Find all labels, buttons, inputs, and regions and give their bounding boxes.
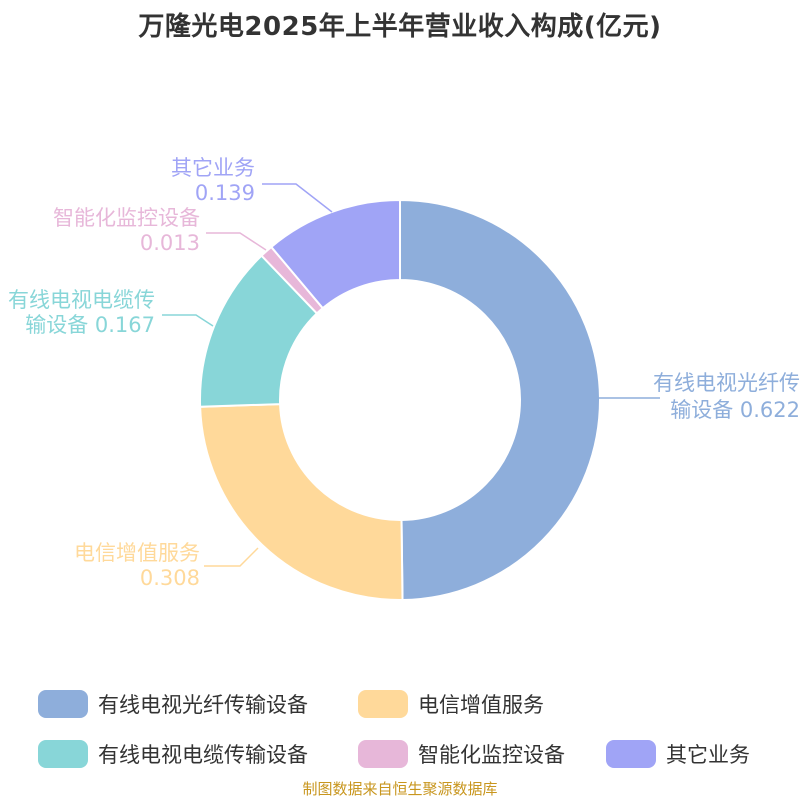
data-label-line-other-0: 其它业务 (171, 156, 255, 180)
legend-item-fiber[interactable]: 有线电视光纤传输设备 (38, 688, 308, 720)
legend-label-other: 其它业务 (666, 743, 750, 767)
legend-item-telecom[interactable]: 电信增值服务 (358, 688, 544, 720)
legend-item-cable[interactable]: 有线电视电缆传输设备 (38, 738, 308, 770)
legend-label-cable: 有线电视电缆传输设备 (98, 743, 308, 767)
data-label-other: 其它业务 0.139 (171, 156, 255, 205)
data-label-line-cable-0: 有线电视电缆传 (8, 288, 155, 312)
data-label-line-monitoring-1: 0.013 (140, 231, 200, 255)
slice-telecom[interactable] (199, 403, 404, 601)
legend-swatch-other (606, 740, 656, 768)
data-label-line-fiber-1: 输设备 0.622 (670, 398, 800, 422)
data-label-line-monitoring-0: 智能化监控设备 (53, 206, 200, 230)
legend-item-other[interactable]: 其它业务 (606, 738, 750, 770)
slice-fiber[interactable] (399, 198, 601, 601)
leader-line-other (262, 183, 333, 213)
data-label-line-fiber-0: 有线电视光纤传 (653, 371, 800, 395)
data-label-line-other-1: 0.139 (195, 181, 255, 205)
legend-item-monitoring[interactable]: 智能化监控设备 (358, 738, 565, 770)
legend-label-monitoring: 智能化监控设备 (418, 743, 565, 767)
data-label-line-telecom-0: 电信增值服务 (74, 541, 200, 565)
slice-other[interactable] (269, 198, 401, 310)
legend-swatch-fiber (38, 690, 88, 718)
data-label-telecom: 电信增值服务 0.308 (74, 541, 200, 590)
leader-line-telecom (204, 547, 259, 567)
legend-label-telecom: 电信增值服务 (418, 693, 544, 717)
legend-swatch-telecom (358, 690, 408, 718)
chart-title: 万隆光电2025年上半年营业收入构成(亿元) (138, 12, 662, 42)
data-label-line-cable-1: 输设备 0.167 (25, 313, 155, 337)
source-note: 制图数据来自恒生聚源数据库 (302, 780, 498, 798)
data-label-line-telecom-1: 0.308 (140, 566, 200, 590)
legend-swatch-monitoring (358, 740, 408, 768)
data-label-fiber: 有线电视光纤传输设备 0.622 (653, 371, 800, 422)
legend-swatch-cable (38, 740, 88, 768)
data-label-monitoring: 智能化监控设备 0.013 (53, 206, 200, 255)
leader-line-monitoring (206, 232, 267, 251)
data-label-cable: 有线电视电缆传输设备 0.167 (8, 288, 155, 337)
leader-line-cable (162, 314, 214, 327)
legend-label-fiber: 有线电视光纤传输设备 (98, 693, 308, 717)
